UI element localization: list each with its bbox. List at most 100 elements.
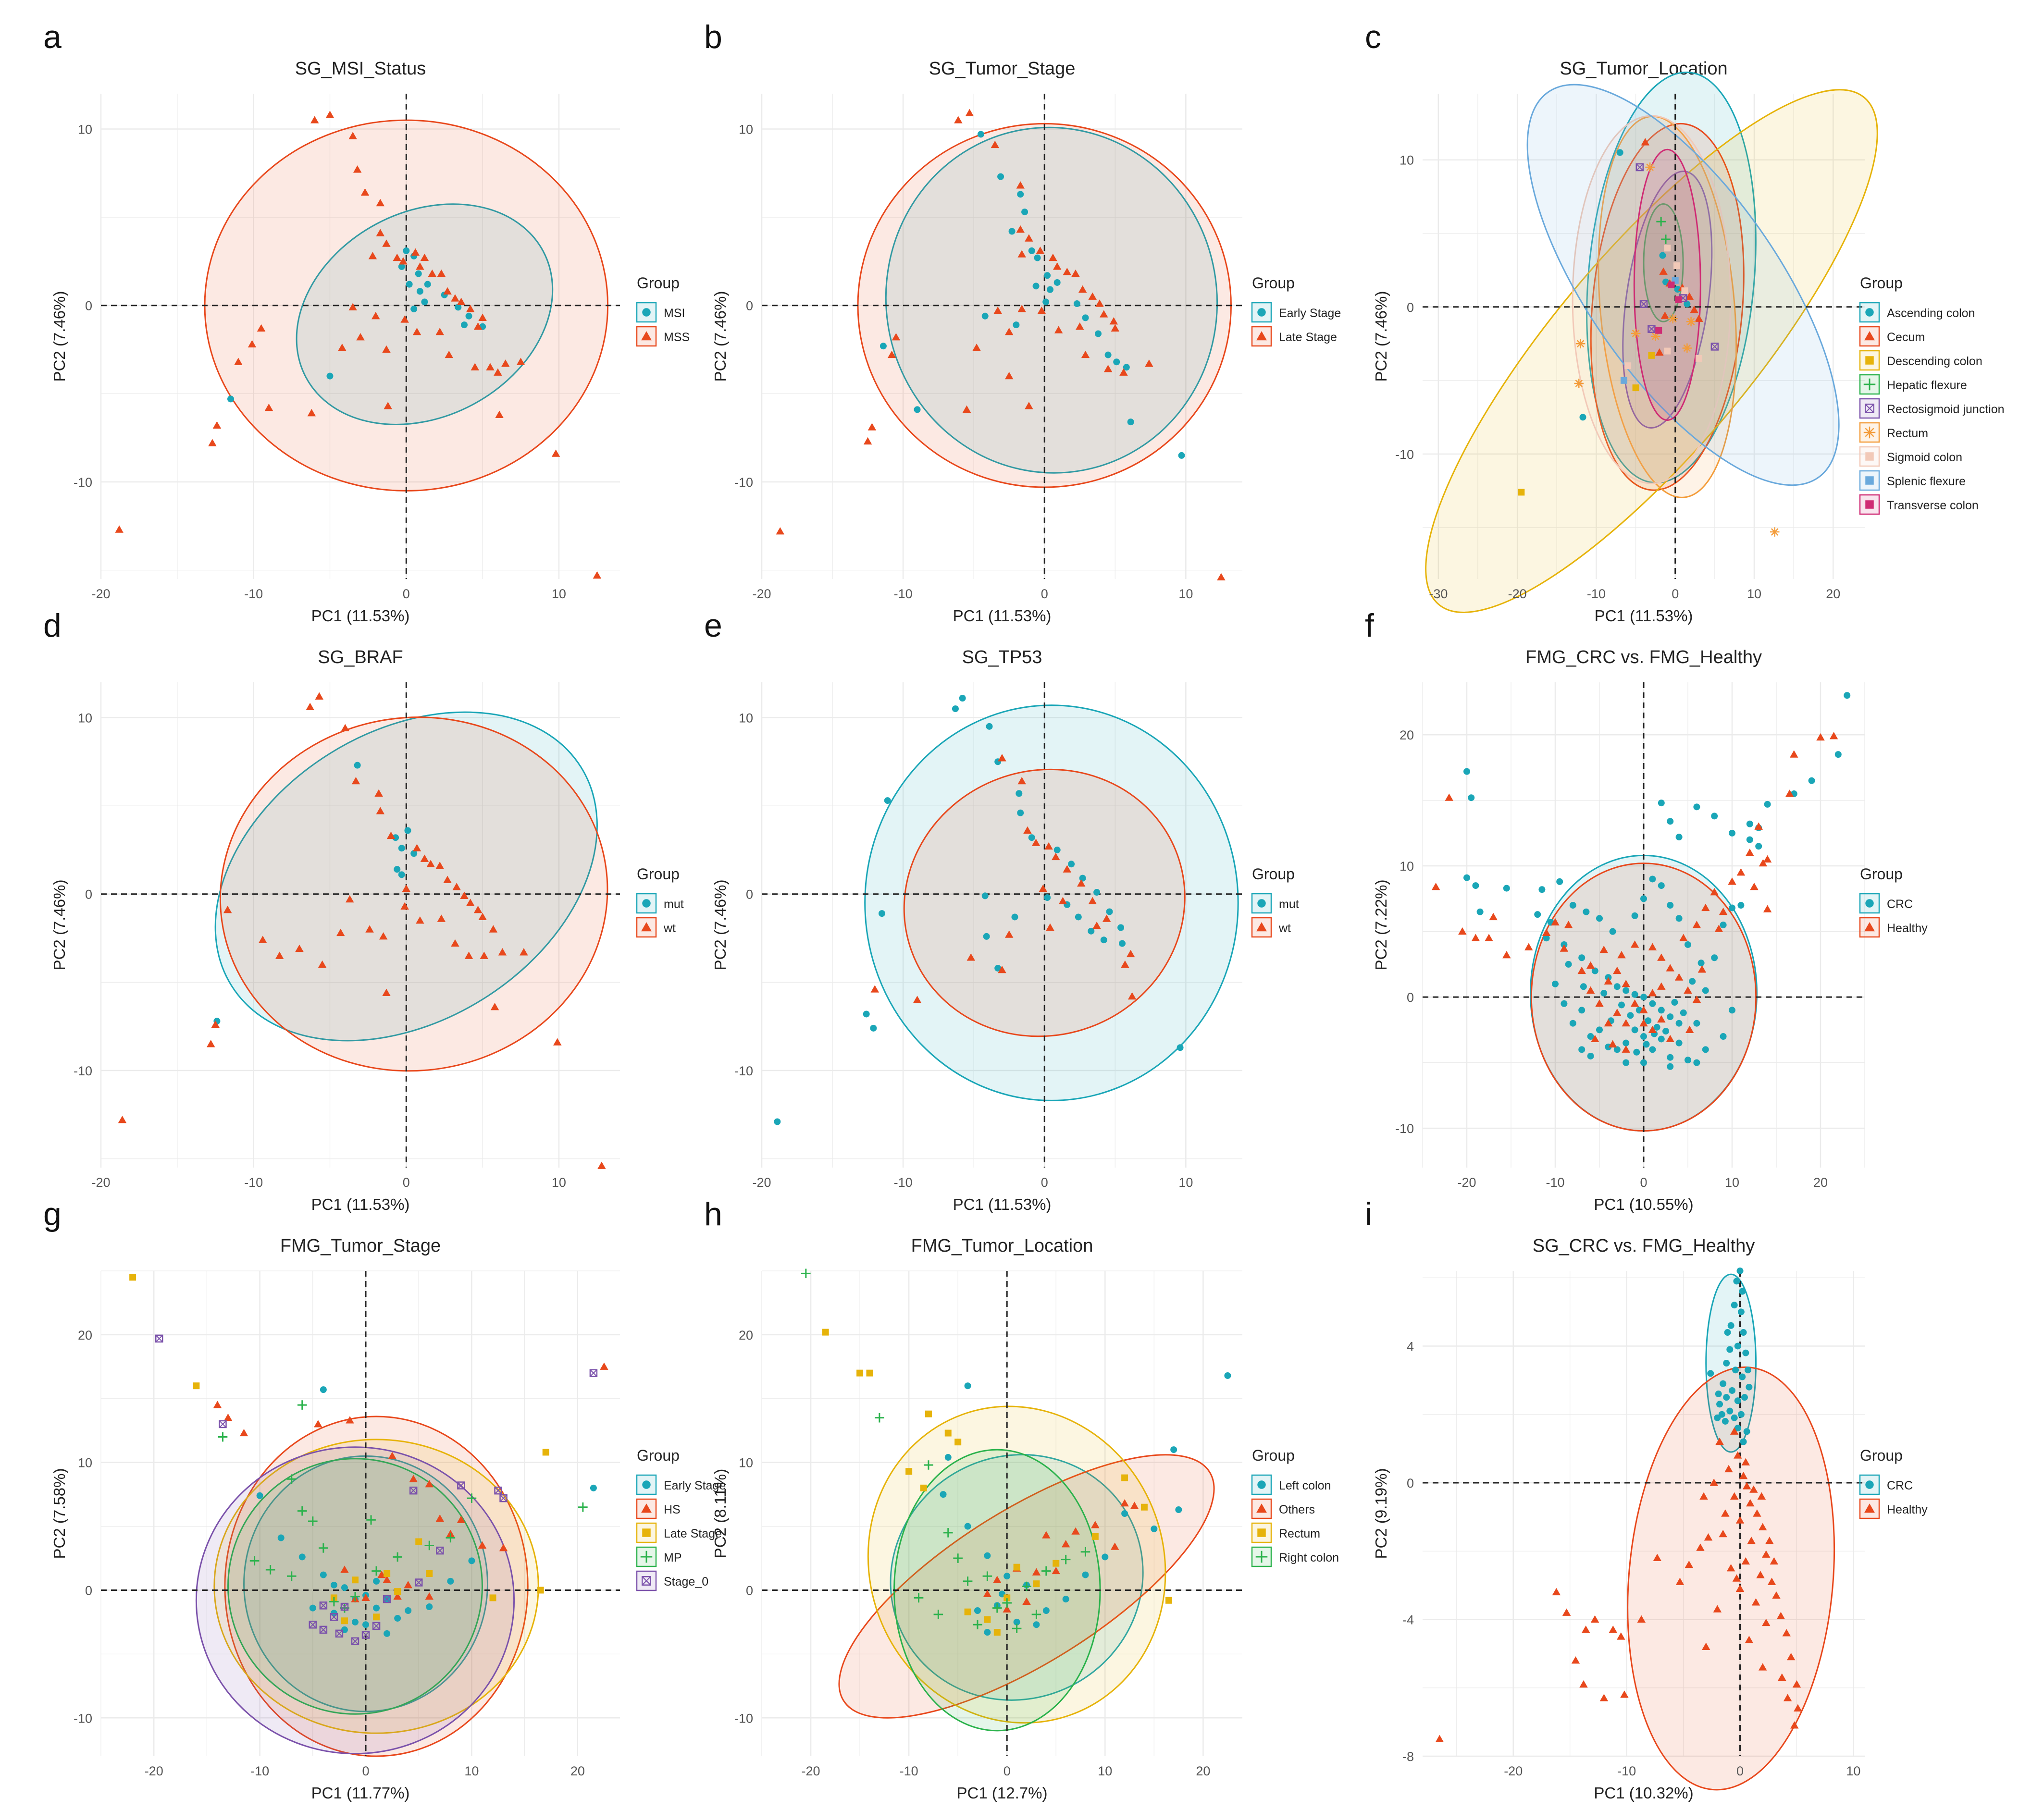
data-point: [1011, 913, 1018, 921]
x-tick-label: 20: [1196, 1764, 1210, 1778]
data-point: [1063, 865, 1072, 873]
data-point: [428, 269, 437, 277]
chart-title: SG_CRC vs. FMG_Healthy: [1533, 1236, 1755, 1256]
legend-label: Rectum: [1887, 427, 1928, 440]
panel-a: a SG_MSI_Status -20 -10 0 10 -10 0 10 PC1 (11.53%…: [43, 19, 690, 625]
data-point: [383, 1576, 391, 1583]
legend-title: Group: [1860, 274, 1903, 292]
x-tick-label: 0: [362, 1764, 370, 1778]
data-point: [1762, 1550, 1771, 1558]
data-point: [1710, 1478, 1719, 1486]
data-point: [398, 871, 405, 878]
data-point: [1076, 322, 1084, 330]
y-axis-label: PC2 (7.46%): [50, 291, 68, 382]
legend-label: Late Stage: [1279, 331, 1337, 344]
data-point: [1123, 364, 1130, 371]
data-point: [1675, 1577, 1685, 1585]
legend-label: Rectum: [1279, 1527, 1320, 1540]
y-axis-label: PC2 (7.46%): [711, 880, 729, 971]
data-point: [1543, 935, 1550, 942]
series-right-colon: [801, 1268, 1090, 1634]
data-point: [1093, 889, 1101, 896]
data-point: [1640, 1033, 1647, 1040]
legend-key: [1859, 917, 1880, 938]
legend-marker: [1864, 331, 1875, 341]
data-point: [286, 1571, 297, 1581]
legend-marker: [641, 331, 652, 341]
data-point: [1004, 328, 1014, 335]
data-point: [914, 1593, 924, 1603]
data-point: [1732, 1574, 1741, 1582]
x-axis-label: PC1 (11.53%): [1595, 607, 1693, 625]
data-point: [1790, 750, 1798, 758]
data-point: [1580, 983, 1587, 990]
data-point: [944, 1429, 952, 1437]
data-point: [1763, 855, 1772, 863]
data-point: [392, 834, 399, 841]
data-point: [249, 1556, 260, 1566]
data-point: [451, 939, 459, 947]
data-point: [478, 313, 487, 321]
data-point: [1782, 1629, 1791, 1637]
data-point: [1696, 355, 1702, 362]
data-point: [1648, 325, 1656, 333]
data-point: [1740, 1438, 1747, 1445]
data-point: [341, 1617, 348, 1625]
legend: Group Early Stage HS Late Stage MP Stage_0: [636, 1447, 726, 1591]
data-point: [1685, 941, 1691, 948]
data-point: [372, 1566, 381, 1576]
chart-title: FMG_CRC vs. FMG_Healthy: [1525, 647, 1762, 667]
data-point: [1711, 954, 1718, 961]
data-point: [373, 1577, 380, 1585]
data-point: [406, 281, 413, 288]
data-point: [411, 248, 420, 256]
data-point: [1624, 362, 1632, 369]
data-point: [520, 948, 528, 956]
data-point: [1604, 1019, 1613, 1027]
data-point: [1017, 809, 1024, 816]
data-point: [320, 1386, 327, 1393]
data-point: [478, 912, 487, 921]
data-point: [1737, 1308, 1745, 1316]
x-tick-label: -10: [894, 587, 913, 601]
legend-label: Left colon: [1279, 1479, 1331, 1492]
data-point: [1630, 940, 1639, 948]
data-point: [457, 1481, 465, 1490]
y-axis-label: PC2 (7.46%): [50, 880, 68, 971]
data-point: [1177, 1044, 1184, 1051]
x-tick-label: 10: [1747, 587, 1761, 601]
data-point: [1753, 1509, 1761, 1517]
data-point: [1746, 836, 1753, 843]
series-mut: [213, 762, 418, 1025]
data-point: [501, 359, 510, 367]
data-point: [1649, 1046, 1656, 1053]
data-point: [1599, 1694, 1609, 1701]
data-point: [1735, 1516, 1745, 1524]
data-point: [1463, 874, 1470, 881]
y-tick-label: 10: [78, 1456, 92, 1470]
data-point: [1757, 1492, 1766, 1500]
data-point: [206, 1040, 215, 1047]
data-point: [1003, 1605, 1011, 1613]
data-point: [478, 1541, 487, 1549]
data-point: [887, 350, 896, 358]
y-tick-label: 10: [739, 122, 753, 136]
data-point: [974, 1607, 981, 1614]
ellipse-hs: [224, 1416, 529, 1757]
data-point: [1542, 928, 1551, 936]
data-point: [1763, 905, 1772, 912]
data-point: [1710, 343, 1719, 351]
data-point: [1042, 1607, 1050, 1614]
x-axis-label: PC1 (10.55%): [1594, 1195, 1693, 1213]
data-point: [1699, 1492, 1708, 1500]
panel-b: b SG_Tumor_Stage -20 -10 0 10 -10 0 10 PC1 (11.53…: [704, 19, 1341, 625]
y-tick-label: 0: [746, 1583, 753, 1598]
legend-marker: [1865, 308, 1874, 317]
legend-marker: [1255, 1551, 1268, 1563]
data-point: [315, 692, 323, 700]
legend-label: Cecum: [1887, 331, 1925, 344]
y-tick-label: 10: [78, 122, 92, 136]
data-point: [1643, 1041, 1650, 1048]
data-point: [372, 312, 380, 320]
data-point: [1003, 1594, 1011, 1601]
